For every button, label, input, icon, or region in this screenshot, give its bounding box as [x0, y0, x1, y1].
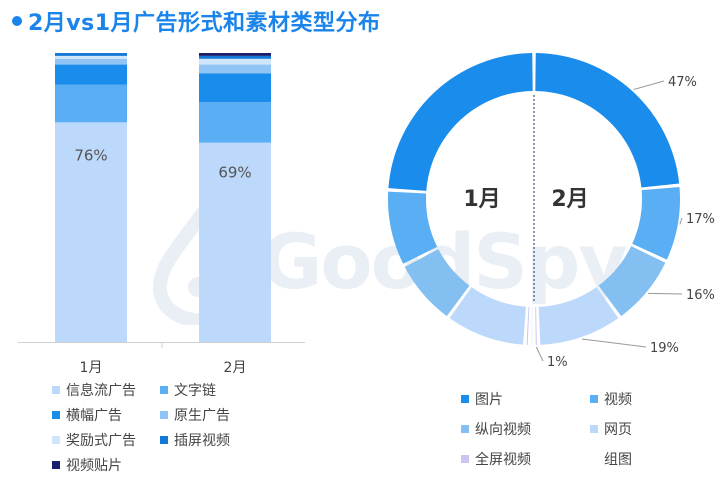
donut-slice: [449, 287, 526, 345]
bar-segment: [55, 55, 127, 59]
donut-center-label: 1月: [463, 187, 500, 212]
legend-swatch: [461, 395, 469, 403]
bar-data-label: 76%: [74, 146, 107, 164]
bar-segment: [55, 58, 127, 65]
title-bar: 2月vs1月广告形式和素材类型分布: [12, 6, 381, 36]
donut-slice: [531, 306, 533, 345]
leader-line: [633, 80, 665, 91]
x-tick-label: 1月: [80, 360, 103, 376]
donut-data-label: 16%: [686, 288, 715, 303]
legend-swatch: [52, 461, 60, 469]
legend-swatch: [590, 395, 598, 403]
donut-center-label: 2月: [551, 187, 588, 212]
donut-slice: [388, 191, 438, 264]
x-tick-label: 2月: [224, 360, 247, 376]
legend-swatch: [160, 386, 168, 394]
donut-slice: [404, 249, 470, 317]
legend-label: 文字链: [174, 383, 216, 399]
donut-slice: [535, 53, 680, 188]
leader-line: [679, 217, 683, 225]
legend-swatch: [461, 425, 469, 433]
donut-data-label: 19%: [650, 341, 679, 356]
legend-swatch: [590, 425, 598, 433]
legend-label: 奖励式广告: [66, 432, 136, 449]
leader-line: [581, 338, 647, 348]
bar-segment: [55, 84, 127, 123]
legend-swatch: [590, 455, 598, 463]
legend-swatch: [160, 436, 168, 444]
donut-data-label: 1%: [547, 355, 568, 370]
donut-data-label: 17%: [686, 212, 715, 227]
donut-slice: [632, 187, 681, 260]
legend-label: 视频: [604, 392, 632, 408]
title-bullet-icon: [12, 16, 22, 26]
donut-slice: [598, 246, 666, 317]
legend-label: 全屏视频: [475, 451, 531, 468]
bar-segment: [199, 142, 271, 342]
bar-data-label: 69%: [218, 164, 251, 182]
legend-label: 图片: [475, 392, 503, 408]
legend-swatch: [52, 436, 60, 444]
legend-label: 视频贴片: [66, 458, 122, 474]
leader-line: [535, 346, 544, 362]
legend-swatch: [52, 386, 60, 394]
legend-label: 网页: [604, 422, 632, 438]
page-title: 2月vs1月广告形式和素材类型分布: [28, 11, 381, 36]
bar-segment: [55, 122, 127, 342]
bar-segment: [55, 53, 127, 56]
legend-swatch: [461, 455, 469, 463]
legend-label: 横幅广告: [66, 408, 122, 424]
legend-swatch: [52, 411, 60, 419]
bar-segment: [199, 53, 271, 56]
legend-label: 插屏视频: [174, 433, 230, 449]
legend-label: 组图: [604, 452, 632, 468]
donut-slice: [538, 287, 619, 345]
bar-segment: [199, 64, 271, 74]
donut-data-label: 47%: [668, 75, 697, 90]
donut-slice: [388, 53, 533, 191]
legend-label: 原生广告: [174, 408, 230, 424]
bar-segment: [55, 64, 127, 85]
bar-segment: [199, 73, 271, 103]
legend-label: 纵向视频: [475, 422, 531, 438]
legend-swatch: [160, 411, 168, 419]
bar-segment: [199, 102, 271, 143]
leader-line: [648, 292, 683, 295]
legend-label: 信息流广告: [66, 382, 136, 399]
donut-slice: [526, 306, 530, 345]
bar-segment: [199, 58, 271, 65]
donut-slice: [535, 306, 537, 345]
bar-segment: [199, 55, 271, 59]
